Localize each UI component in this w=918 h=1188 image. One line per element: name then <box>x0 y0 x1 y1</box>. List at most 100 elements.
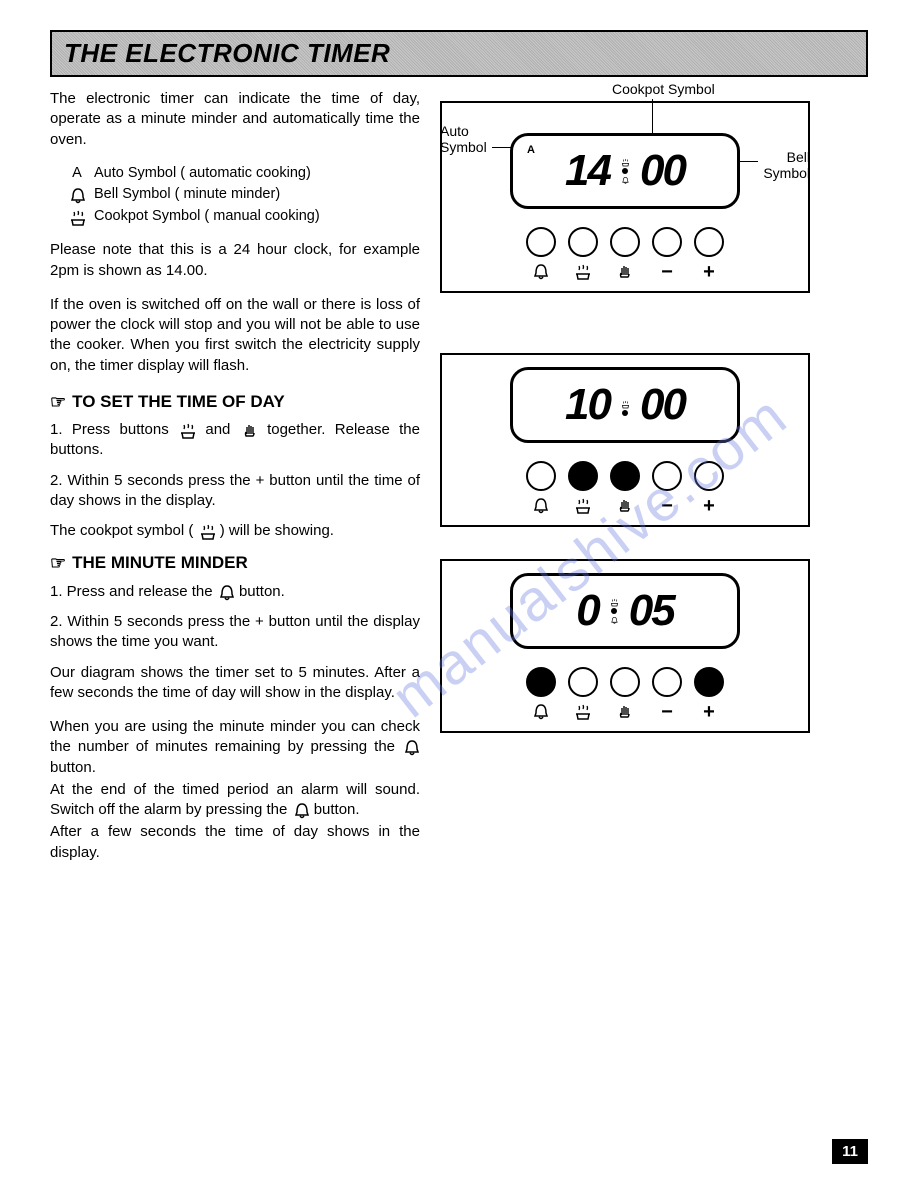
right-column: Cookpot Symbol Auto Symbol Bell Symbol A… <box>440 89 810 877</box>
annot-cookpot: Cookpot Symbol <box>612 81 715 97</box>
step-1-minder: 1. Press and release the button. <box>50 582 420 602</box>
button-cookpot <box>568 227 598 257</box>
intro-para-3: If the oven is switched off on the wall … <box>50 295 420 376</box>
lcd-center-symbols <box>616 395 634 416</box>
legend-row-bell: Bell Symbol ( minute minder) <box>68 185 420 205</box>
lcd-hours: 0 <box>576 589 598 633</box>
step-1-time: 1. Press buttons and together. Release t… <box>50 420 420 461</box>
page-number: 11 <box>832 1139 868 1164</box>
hand-icon <box>240 421 258 439</box>
lcd-hours: 14 <box>565 149 610 193</box>
minus-icon: − <box>652 495 682 517</box>
step-2-minder: 2. Within 5 seconds press the + button u… <box>50 612 420 653</box>
step-2-time: 2. Within 5 seconds press the + button u… <box>50 471 420 512</box>
lcd-minutes: 00 <box>640 383 685 427</box>
bell-icon <box>610 616 618 624</box>
auto-symbol-letter: A <box>68 164 86 184</box>
button-bell <box>526 227 556 257</box>
bell-icon <box>526 701 556 723</box>
button-row <box>452 227 798 257</box>
legend-label: Bell Symbol ( minute minder) <box>94 185 280 205</box>
cookpot-icon <box>68 208 86 226</box>
auto-indicator: A <box>527 144 535 156</box>
lcd-center-symbols <box>605 593 623 629</box>
bell-icon <box>526 261 556 283</box>
section-header: THE ELECTRONIC TIMER <box>50 30 868 77</box>
hand-icon <box>610 261 640 283</box>
annot-auto-1: Auto <box>440 123 469 139</box>
lcd-display: A 14 00 <box>510 133 740 209</box>
hand-icon <box>610 701 640 723</box>
intro-para: The electronic timer can indicate the ti… <box>50 89 420 150</box>
icon-row: − + <box>452 701 798 723</box>
minus-icon: − <box>652 261 682 283</box>
cookpot-icon <box>568 495 598 517</box>
intro-para-2: Please note that this is a 24 hour clock… <box>50 240 420 281</box>
bell-icon <box>217 583 235 601</box>
note-cookpot: The cookpot symbol ( ) will be showing. <box>50 521 420 541</box>
heading-text: TO SET THE TIME OF DAY <box>72 391 285 414</box>
cookpot-icon <box>621 399 630 408</box>
button-plus <box>694 667 724 697</box>
lcd-display: 0 05 <box>510 573 740 649</box>
section-heading-minder: ☞ THE MINUTE MINDER <box>50 551 420 575</box>
button-minus <box>652 227 682 257</box>
heading-text: THE MINUTE MINDER <box>72 552 248 575</box>
symbol-legend: A Auto Symbol ( automatic cooking) Bell … <box>68 164 420 227</box>
legend-label: Cookpot Symbol ( manual cooking) <box>94 207 320 227</box>
plus-icon: + <box>694 701 724 723</box>
bell-icon <box>292 801 310 819</box>
button-cookpot <box>568 461 598 491</box>
bell-icon <box>621 176 629 184</box>
lcd-minutes: 00 <box>640 149 685 193</box>
bell-icon <box>526 495 556 517</box>
button-bell <box>526 461 556 491</box>
annot-bell-2: Symbol <box>763 165 810 181</box>
legend-row-cookpot: Cookpot Symbol ( manual cooking) <box>68 207 420 227</box>
bell-icon <box>68 186 86 204</box>
button-hand <box>610 667 640 697</box>
icon-row: − + <box>452 261 798 283</box>
minder-para-2: When you are using the minute minder you… <box>50 717 420 778</box>
cookpot-icon <box>178 421 196 439</box>
lcd-center-symbols <box>616 153 634 189</box>
bell-icon <box>402 738 420 756</box>
section-heading-time: ☞ TO SET THE TIME OF DAY <box>50 390 420 414</box>
pointer-icon: ☞ <box>50 390 66 414</box>
header-title: THE ELECTRONIC TIMER <box>64 38 854 69</box>
annot-bell-1: Bell <box>787 149 810 165</box>
cookpot-icon <box>609 598 618 607</box>
button-cookpot <box>568 667 598 697</box>
cookpot-icon <box>621 158 630 167</box>
cookpot-icon <box>568 261 598 283</box>
minder-para-4: After a few seconds the time of day show… <box>50 822 420 863</box>
cookpot-icon <box>568 701 598 723</box>
button-row <box>452 667 798 697</box>
lcd-minutes: 05 <box>629 589 674 633</box>
hand-icon <box>610 495 640 517</box>
pointer-icon: ☞ <box>50 551 66 575</box>
timer-diagram-3: 0 05 <box>440 559 810 733</box>
minder-para-3: At the end of the timed period an alarm … <box>50 780 420 821</box>
button-bell <box>526 667 556 697</box>
minus-icon: − <box>652 701 682 723</box>
button-plus <box>694 461 724 491</box>
minder-para-1: Our diagram shows the timer set to 5 min… <box>50 663 420 704</box>
button-row <box>452 461 798 491</box>
button-minus <box>652 461 682 491</box>
button-minus <box>652 667 682 697</box>
plus-icon: + <box>694 495 724 517</box>
icon-row: − + <box>452 495 798 517</box>
timer-diagram-2: 10 00 <box>440 353 810 527</box>
left-column: The electronic timer can indicate the ti… <box>50 89 420 877</box>
lcd-hours: 10 <box>565 383 610 427</box>
annot-auto-2: Symbol <box>440 139 487 155</box>
button-hand <box>610 227 640 257</box>
timer-diagram-1: Cookpot Symbol Auto Symbol Bell Symbol A… <box>440 101 810 293</box>
button-plus <box>694 227 724 257</box>
cookpot-icon <box>198 522 216 540</box>
legend-label: Auto Symbol ( automatic cooking) <box>94 164 311 184</box>
button-hand <box>610 461 640 491</box>
legend-row-auto: A Auto Symbol ( automatic cooking) <box>68 164 420 184</box>
plus-icon: + <box>694 261 724 283</box>
